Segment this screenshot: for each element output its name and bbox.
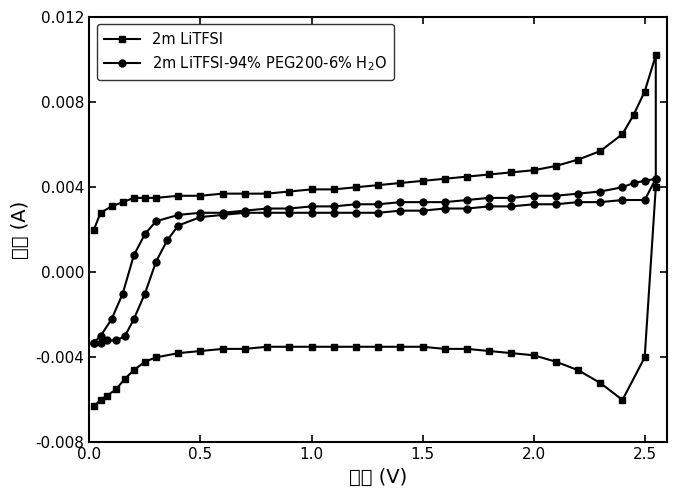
2m LiTFSI-94% PEG200-6% H$_2$O xyxy=(418,199,426,205)
2m LiTFSI-94% PEG200-6% H$_2$O xyxy=(618,197,626,203)
Line: 2m LiTFSI: 2m LiTFSI xyxy=(90,52,659,410)
2m LiTFSI xyxy=(174,193,182,199)
X-axis label: 电压 (V): 电压 (V) xyxy=(349,468,407,487)
2m LiTFSI xyxy=(129,367,138,373)
2m LiTFSI-94% PEG200-6% H$_2$O xyxy=(396,208,404,214)
Line: 2m LiTFSI-94% PEG200-6% H$_2$O: 2m LiTFSI-94% PEG200-6% H$_2$O xyxy=(90,175,659,346)
2m LiTFSI xyxy=(263,344,271,350)
2m LiTFSI xyxy=(352,344,360,350)
2m LiTFSI-94% PEG200-6% H$_2$O xyxy=(352,210,360,216)
2m LiTFSI xyxy=(652,184,660,190)
Legend: 2m LiTFSI, 2m LiTFSI-94% PEG200-6% H$_2$O: 2m LiTFSI, 2m LiTFSI-94% PEG200-6% H$_2$… xyxy=(97,24,394,80)
2m LiTFSI-94% PEG200-6% H$_2$O xyxy=(89,340,98,346)
2m LiTFSI-94% PEG200-6% H$_2$O xyxy=(89,340,98,346)
2m LiTFSI-94% PEG200-6% H$_2$O xyxy=(96,333,104,339)
2m LiTFSI xyxy=(652,52,660,58)
2m LiTFSI-94% PEG200-6% H$_2$O xyxy=(652,176,660,182)
2m LiTFSI xyxy=(89,403,98,409)
Y-axis label: 电流 (A): 电流 (A) xyxy=(11,201,30,259)
2m LiTFSI xyxy=(89,227,98,233)
2m LiTFSI xyxy=(530,167,538,173)
2m LiTFSI-94% PEG200-6% H$_2$O xyxy=(652,176,660,182)
